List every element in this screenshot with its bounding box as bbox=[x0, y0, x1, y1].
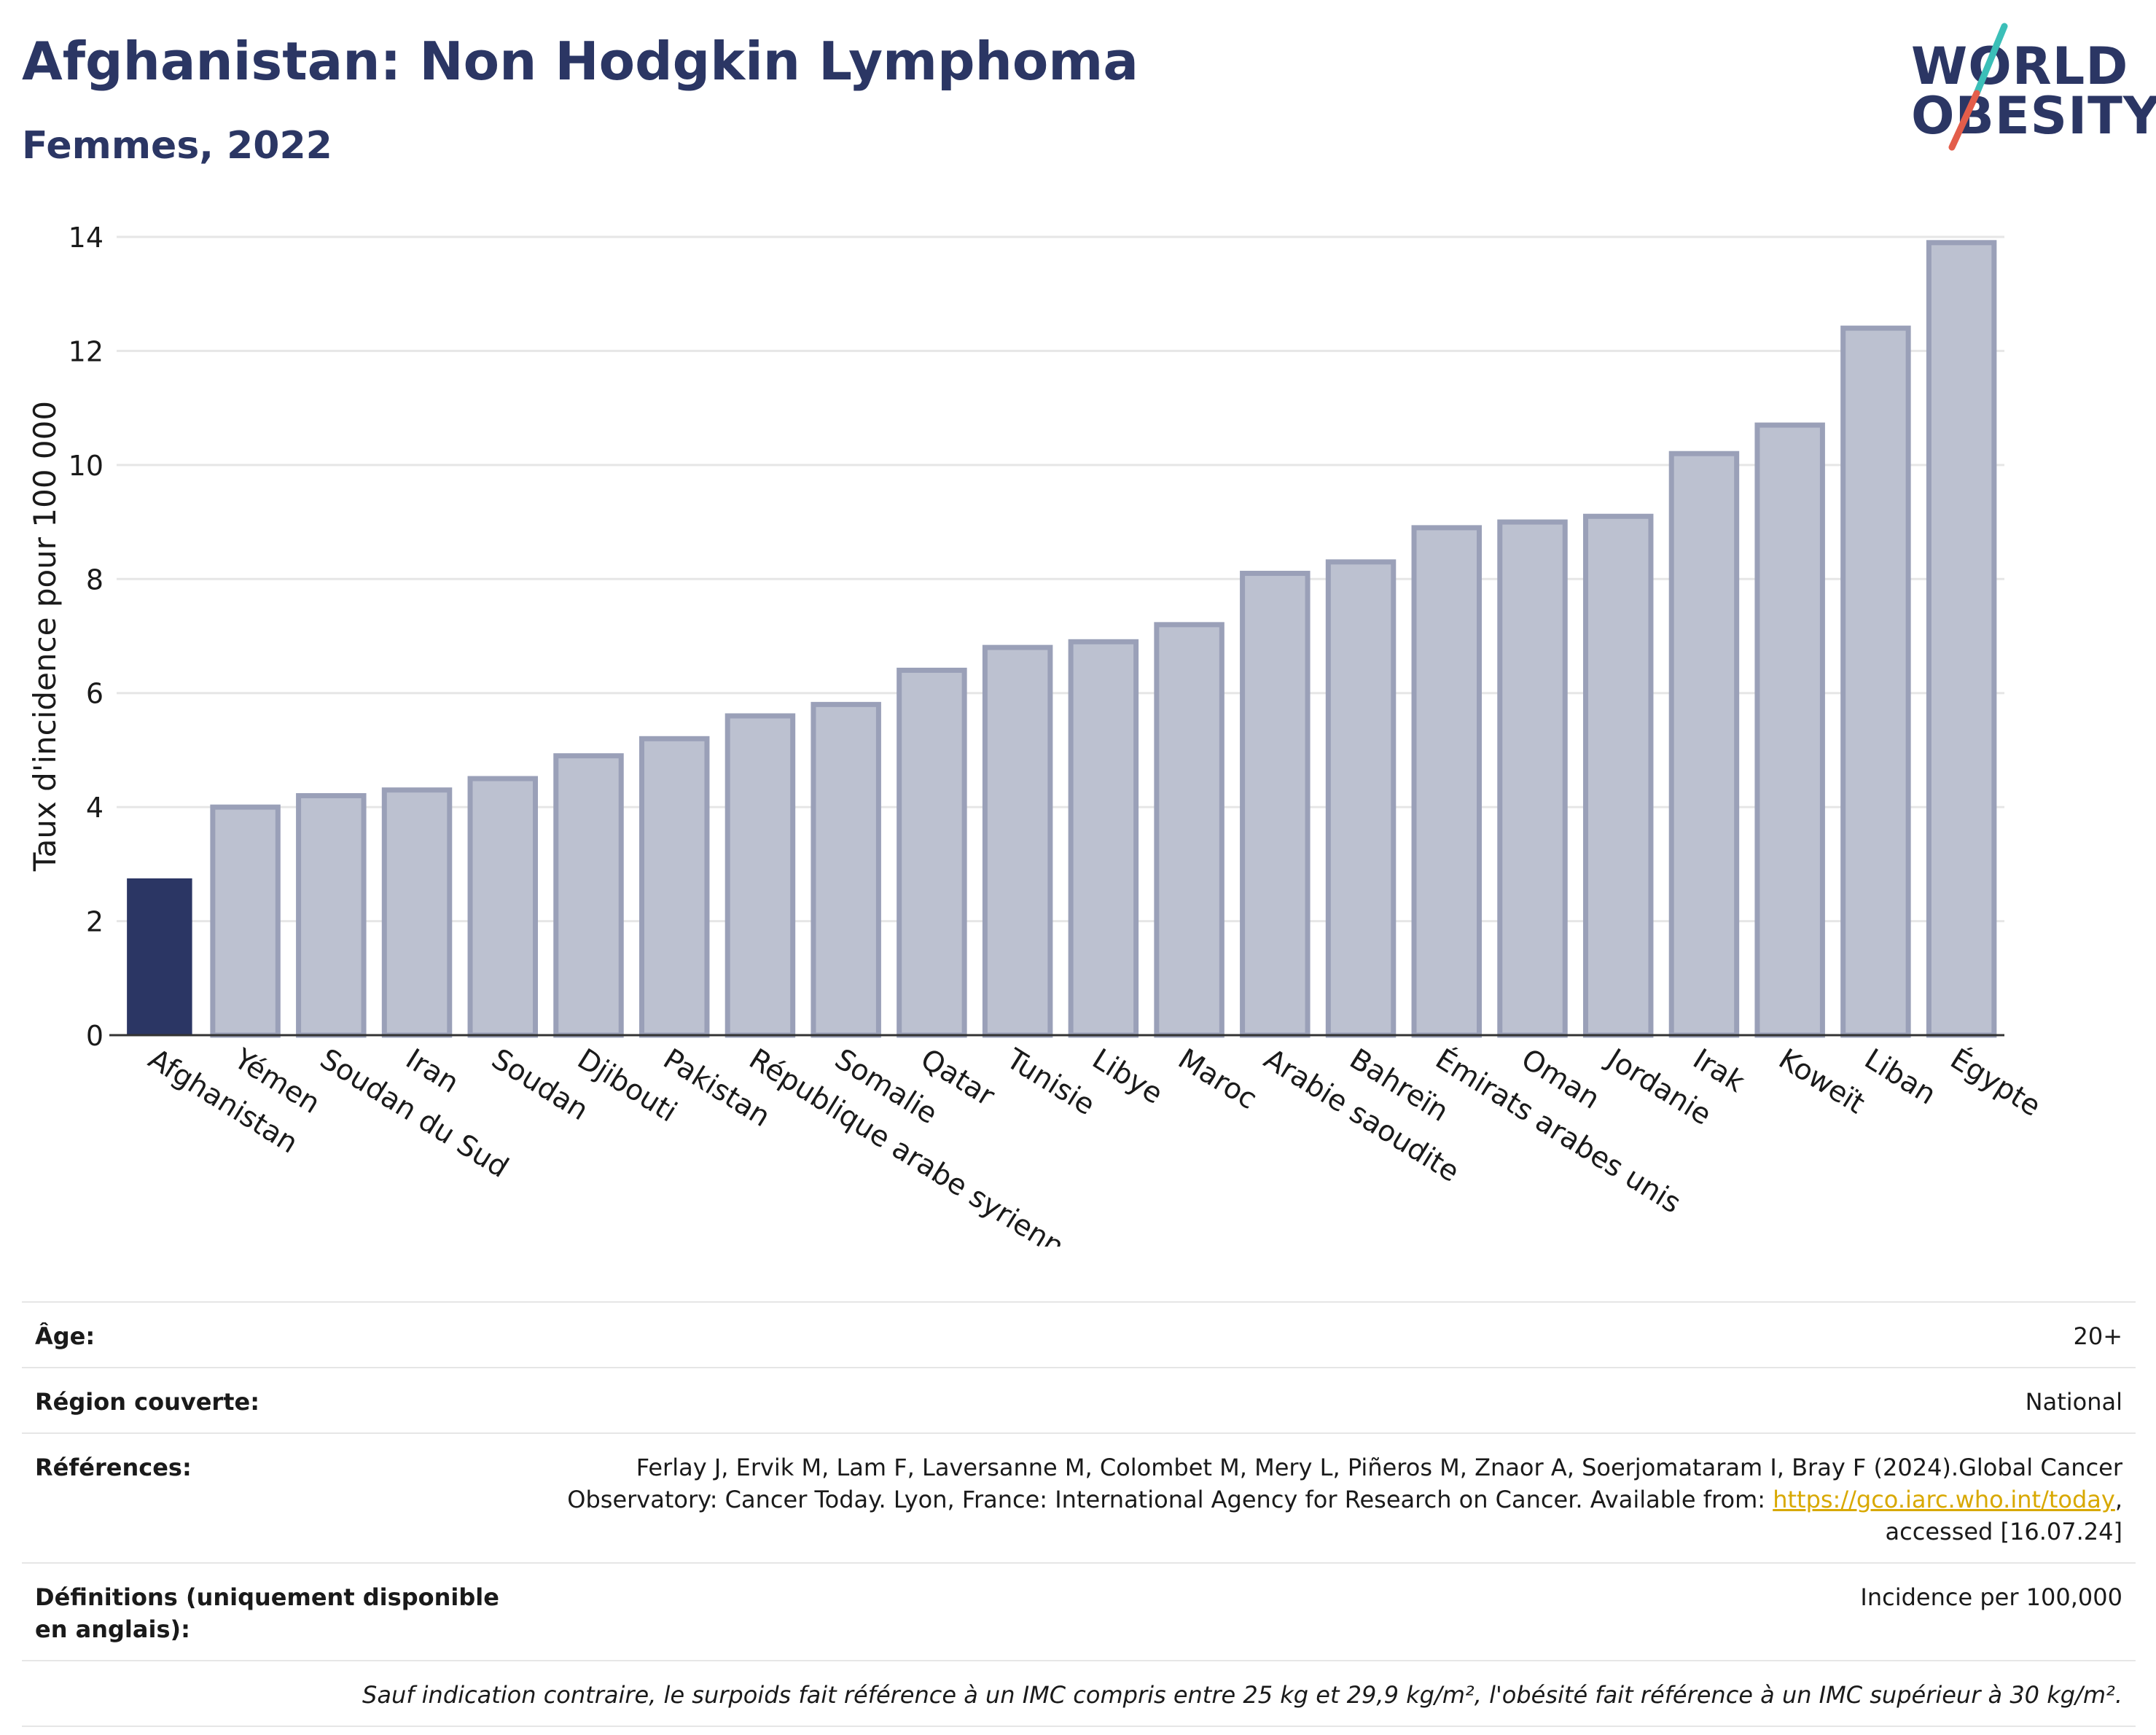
world-obesity-logo: WORLD OBESITY bbox=[1895, 22, 2156, 153]
references-value: Ferlay J, Ervik M, Lam F, Laversanne M, … bbox=[516, 1451, 2122, 1548]
references-accessed: , accessed [16.07.24] bbox=[1885, 1486, 2122, 1545]
bar-irak bbox=[1668, 451, 1740, 1038]
y-tick-labels: 0 2 4 6 8 10 12 14 bbox=[69, 222, 103, 1052]
logo-slash-icon bbox=[1948, 23, 2008, 151]
bar-arabie-saoudite bbox=[1240, 570, 1311, 1038]
x-tick-label: Liban bbox=[1859, 1042, 1942, 1111]
y-tick-label: 10 bbox=[69, 450, 103, 482]
x-tick-label: Djibouti bbox=[571, 1042, 682, 1128]
y-tick-label: 4 bbox=[86, 792, 103, 824]
meta-row-age: Âge: 20+ bbox=[22, 1301, 2136, 1367]
chart-subtitle: Femmes, 2022 bbox=[22, 124, 332, 168]
definitions-value: Incidence per 100,000 bbox=[1860, 1583, 2122, 1611]
definitions-label: Définitions (uniquement disponible en an… bbox=[35, 1583, 499, 1643]
references-link[interactable]: https://gco.iarc.who.int/today bbox=[1773, 1486, 2115, 1513]
y-tick-label: 12 bbox=[69, 335, 103, 367]
meta-row-references: Références: Ferlay J, Ervik M, Lam F, La… bbox=[22, 1432, 2136, 1562]
meta-row-note: Sauf indication contraire, le surpoids f… bbox=[22, 1660, 2136, 1727]
x-tick-label: Tunisie bbox=[1000, 1042, 1101, 1122]
region-label: Région couverte: bbox=[35, 1388, 259, 1416]
chart-title: Afghanistan: Non Hodgkin Lymphoma bbox=[22, 31, 1138, 92]
bar-tunisie bbox=[982, 644, 1053, 1038]
bar-maroc bbox=[1154, 622, 1225, 1038]
bar-jordanie bbox=[1582, 513, 1654, 1038]
logo-line-world: WORLD bbox=[1911, 36, 2129, 96]
bar--mirats-arabes-unis bbox=[1411, 525, 1483, 1038]
metadata-table: Âge: 20+ Région couverte: National Référ… bbox=[22, 1301, 2136, 1727]
y-tick-label: 8 bbox=[86, 564, 103, 596]
age-label: Âge: bbox=[35, 1322, 95, 1350]
bar-bahre-n bbox=[1325, 559, 1397, 1038]
bar-qatar bbox=[897, 667, 967, 1038]
bar-soudan bbox=[467, 776, 539, 1038]
y-tick-label: 2 bbox=[86, 906, 103, 938]
bar-afghanistan bbox=[127, 878, 192, 1035]
x-tick-label: Koweït bbox=[1773, 1042, 1870, 1120]
bar-liban bbox=[1840, 325, 1911, 1038]
bar-pakistan bbox=[638, 736, 710, 1038]
y-tick-label: 0 bbox=[86, 1020, 103, 1052]
bar-r-publique-arabe-syrienne bbox=[724, 713, 796, 1038]
bar-kowe-t bbox=[1754, 422, 1825, 1038]
bar--gypte bbox=[1926, 240, 1997, 1038]
meta-row-definitions: Définitions (uniquement disponible en an… bbox=[22, 1562, 2136, 1660]
logo-line-obesity: OBESITY bbox=[1911, 86, 2156, 146]
bar-somalie bbox=[811, 701, 881, 1038]
bar-y-men bbox=[210, 804, 281, 1038]
x-tick-label: Maroc bbox=[1172, 1042, 1262, 1116]
bar-soudan-du-sud bbox=[296, 793, 367, 1038]
age-value: 20+ bbox=[2073, 1322, 2122, 1350]
y-tick-label: 14 bbox=[69, 222, 103, 254]
x-tick-label: Égypte bbox=[1945, 1042, 2047, 1123]
bar-djibouti bbox=[553, 753, 624, 1038]
y-axis-label: Taux d'incidence pour 100 000 bbox=[27, 401, 63, 872]
y-tick-label: 6 bbox=[86, 678, 103, 710]
bar-libye bbox=[1068, 639, 1139, 1038]
definition-note: Sauf indication contraire, le surpoids f… bbox=[362, 1681, 2122, 1709]
bar-iran bbox=[381, 787, 453, 1038]
bars bbox=[127, 240, 1997, 1038]
x-tick-label: Soudan bbox=[485, 1042, 593, 1127]
references-label: Références: bbox=[35, 1454, 192, 1481]
meta-row-region: Région couverte: National bbox=[22, 1367, 2136, 1432]
region-value: National bbox=[2025, 1388, 2122, 1416]
x-tick-label: Libye bbox=[1087, 1042, 1168, 1110]
bar-oman bbox=[1497, 519, 1568, 1038]
references-text: Ferlay J, Ervik M, Lam F, Laversanne M, … bbox=[567, 1454, 2122, 1513]
